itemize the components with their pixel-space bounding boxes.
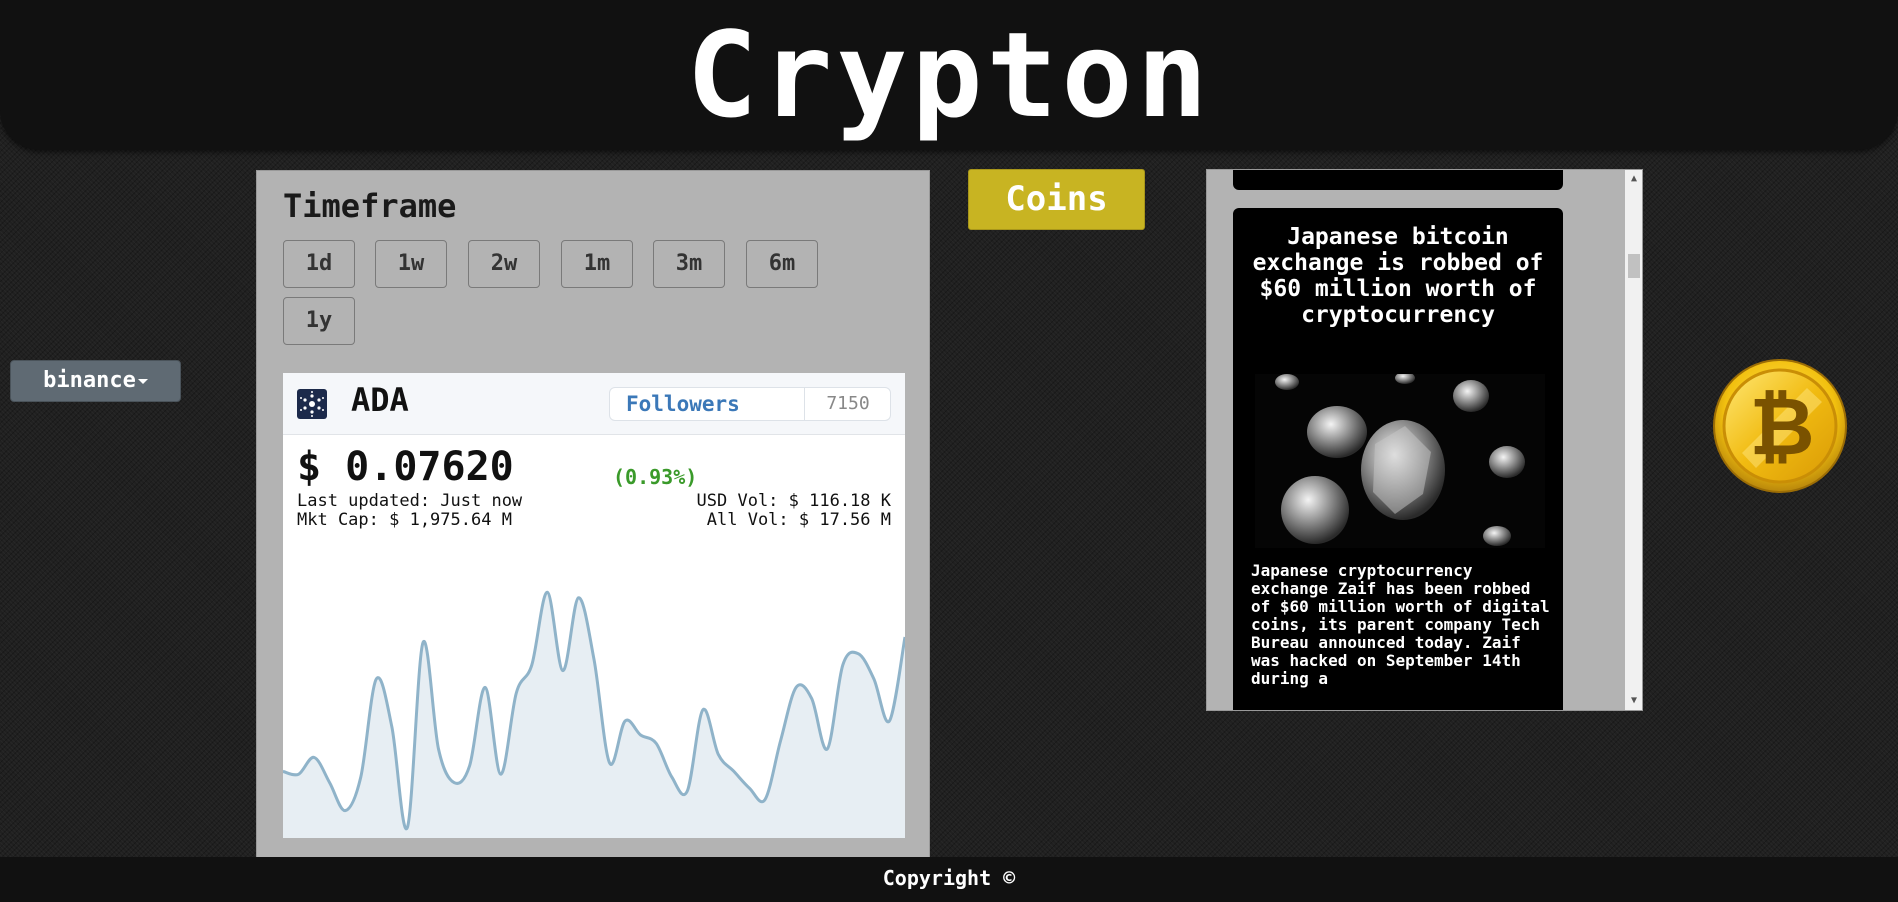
all-volume: All Vol: $ 17.56 M — [706, 510, 891, 530]
cardano-logo-icon — [297, 389, 327, 419]
news-image — [1255, 372, 1545, 548]
price-chart-area — [283, 592, 905, 838]
timeframe-button-1d[interactable]: 1d — [283, 240, 355, 288]
price-change: (0.93%) — [613, 465, 698, 489]
coin-card: ADA Followers 7150 $ 0.07620 (0.93%) Las… — [283, 373, 905, 838]
news-title[interactable]: Japanese bitcoin exchange is robbed of $… — [1252, 224, 1544, 328]
news-card[interactable]: Japanese bitcoin exchange is robbed of $… — [1233, 208, 1563, 710]
usd-volume: USD Vol: $ 116.18 K — [696, 491, 891, 511]
site-header: Crypton — [0, 0, 1898, 150]
scroll-up-arrow-icon[interactable]: ▲ — [1630, 173, 1638, 184]
followers-link[interactable]: Followers — [626, 392, 740, 416]
copyright-text: Copyright © — [882, 866, 1016, 890]
site-title: Crypton — [686, 6, 1212, 144]
coin-card-header: ADA Followers 7150 — [283, 373, 905, 435]
news-card-previous — [1233, 170, 1563, 190]
timeframe-button-2w[interactable]: 2w — [468, 240, 540, 288]
timeframe-button-1m[interactable]: 1m — [561, 240, 633, 288]
bitcoin-icon: ₿ — [1712, 358, 1848, 494]
scroll-thumb[interactable] — [1628, 254, 1640, 278]
timeframe-button-1y[interactable]: 1y — [283, 297, 355, 345]
timeframe-title: Timeframe — [283, 187, 457, 225]
market-cap: Mkt Cap: $ 1,975.64 M — [297, 510, 512, 530]
timeframe-button-3m[interactable]: 3m — [653, 240, 725, 288]
scroll-down-arrow-icon[interactable]: ▼ — [1630, 695, 1638, 706]
svg-text:₿: ₿ — [1749, 380, 1814, 473]
caret-down-icon — [137, 378, 148, 384]
news-body: Japanese cryptocurrency exchange Zaif ha… — [1251, 561, 1550, 688]
news-feed[interactable]: Japanese bitcoin exchange is robbed of $… — [1206, 169, 1643, 711]
exchange-dropdown[interactable]: binance — [10, 360, 181, 402]
coin-panel: Timeframe 1d 1w 2w 1m 3m 6m 1y — [256, 170, 930, 875]
timeframe-button-1w[interactable]: 1w — [375, 240, 447, 288]
site-footer: Copyright © — [0, 857, 1898, 902]
price-chart-line — [283, 590, 905, 831]
news-scrollbar[interactable]: ▲ ▼ — [1625, 170, 1642, 710]
crumpled-foil-image — [1255, 372, 1545, 548]
coin-symbol: ADA — [351, 381, 409, 419]
followers-count: 7150 — [826, 393, 870, 414]
cardano-logo-svg — [300, 391, 324, 417]
bitcoin-coin-svg: ₿ — [1713, 359, 1847, 493]
timeframe-button-6m[interactable]: 6m — [746, 240, 818, 288]
followers-divider — [804, 388, 805, 420]
coin-price: $ 0.07620 — [297, 444, 514, 490]
coins-button[interactable]: Coins — [968, 169, 1145, 230]
last-updated: Last updated: Just now — [297, 491, 523, 511]
followers-widget[interactable]: Followers 7150 — [609, 387, 891, 421]
price-chart — [283, 590, 905, 838]
exchange-dropdown-label: binance — [43, 368, 136, 393]
